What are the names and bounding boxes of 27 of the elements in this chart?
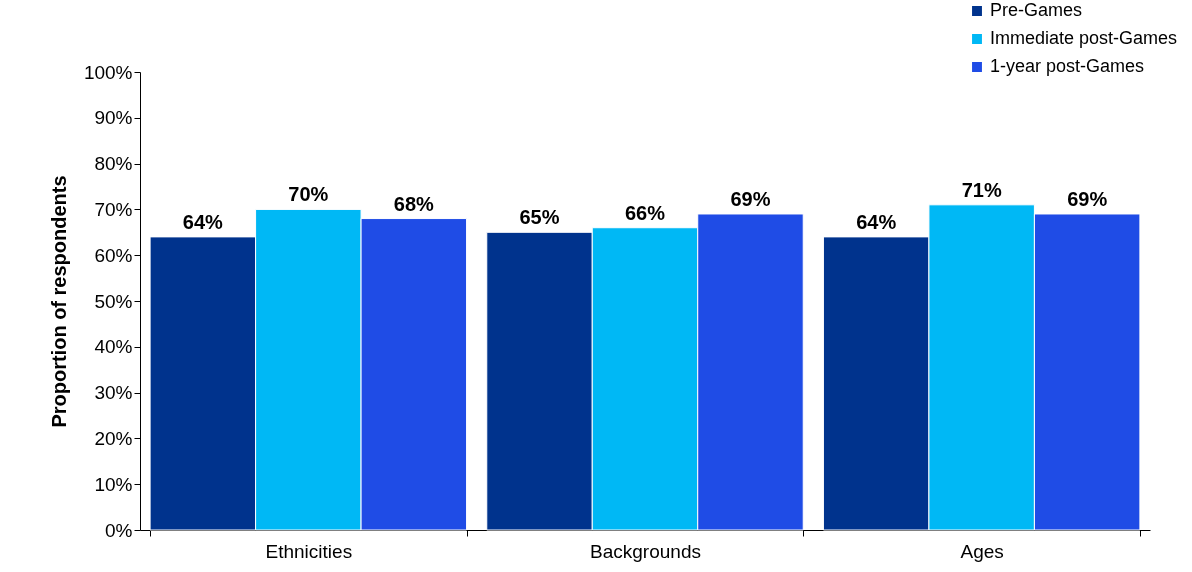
y-tick-label: 80%	[94, 153, 133, 175]
data-label: 66%	[624, 201, 666, 224]
y-tick-label: 40%	[94, 336, 133, 358]
data-label: 64%	[182, 210, 224, 233]
legend-label: Pre-Games	[990, 0, 1083, 20]
data-label: 69%	[730, 187, 771, 210]
legend-label: Immediate post-Games	[990, 28, 1178, 48]
y-tick-label: 30%	[94, 382, 133, 404]
legend-label: 1-year post-Games	[990, 56, 1145, 76]
data-label: 70%	[288, 183, 329, 206]
y-tick-label: 20%	[94, 427, 133, 449]
y-tick-label: 100%	[83, 61, 133, 83]
x-tick-label: Ages	[960, 540, 1004, 562]
y-tick-label: 90%	[94, 107, 133, 129]
data-label: 65%	[519, 206, 560, 229]
y-axis-title: Proportion of respondents	[47, 175, 70, 428]
x-tick-label: Backgrounds	[590, 540, 701, 562]
x-tick-label: Ethnicities	[265, 540, 353, 562]
y-tick-label: 50%	[94, 290, 133, 312]
data-label: 68%	[393, 192, 435, 215]
data-label: 71%	[961, 178, 1002, 201]
y-tick-label: 0%	[105, 519, 133, 541]
y-tick-label: 60%	[94, 244, 133, 266]
data-label: 64%	[856, 210, 897, 233]
y-tick-label: 70%	[94, 198, 133, 220]
y-tick-label: 10%	[94, 473, 133, 495]
data-label: 69%	[1067, 187, 1108, 210]
